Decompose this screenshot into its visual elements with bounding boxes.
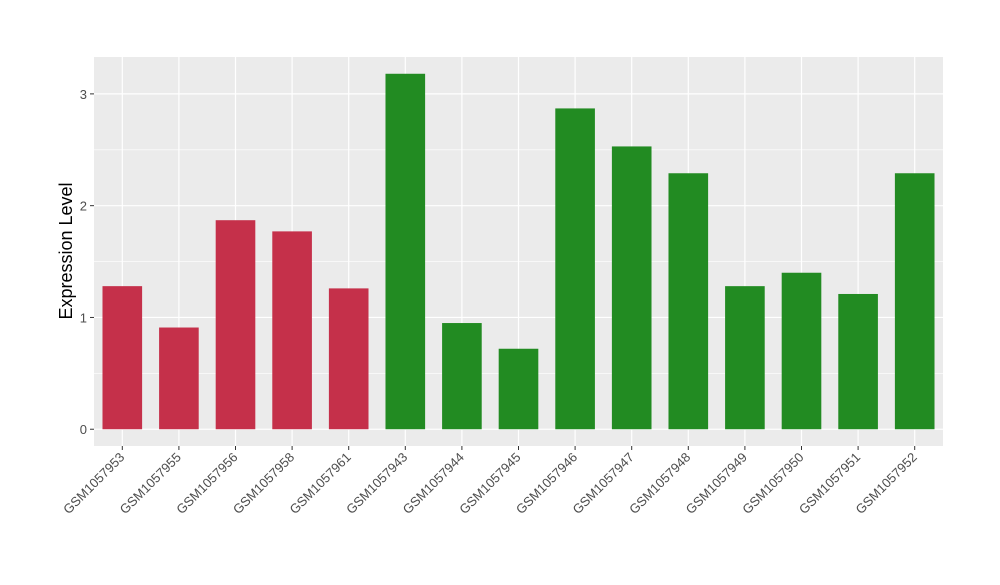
y-axis: 0 1 2 3 bbox=[80, 87, 94, 437]
y-axis-title: Expression Level bbox=[56, 182, 76, 319]
bar-GSM1057955 bbox=[159, 327, 199, 430]
bar-GSM1057948 bbox=[668, 173, 709, 430]
y-tick-label: 3 bbox=[80, 87, 87, 102]
bar-GSM1057945 bbox=[498, 348, 539, 430]
y-tick-label: 1 bbox=[80, 310, 87, 325]
bar-GSM1057961 bbox=[328, 288, 369, 430]
bar-GSM1057946 bbox=[555, 108, 595, 430]
bar-GSM1057956 bbox=[215, 220, 256, 430]
bar-GSM1057951 bbox=[838, 293, 878, 430]
y-tick-label: 0 bbox=[80, 422, 87, 437]
bar-GSM1057943 bbox=[385, 73, 426, 430]
bar-GSM1057947 bbox=[611, 146, 652, 430]
bar-GSM1057950 bbox=[781, 272, 822, 430]
bar-GSM1057944 bbox=[442, 323, 482, 430]
bar-GSM1057952 bbox=[894, 173, 935, 430]
bars bbox=[102, 73, 935, 430]
y-tick-label: 2 bbox=[80, 199, 87, 214]
bar-GSM1057958 bbox=[272, 231, 312, 430]
x-axis: GSM1057953GSM1057955GSM1057956GSM1057958… bbox=[60, 446, 920, 517]
bar-GSM1057949 bbox=[725, 286, 765, 430]
bar-GSM1057953 bbox=[102, 286, 143, 430]
